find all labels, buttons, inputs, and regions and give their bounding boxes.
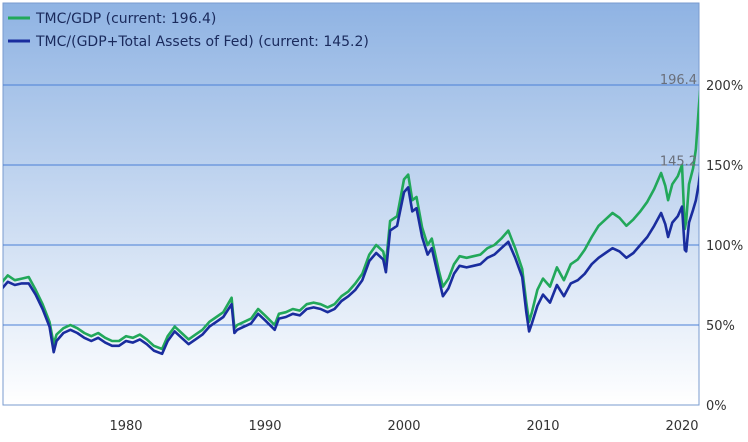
current-value-label: 196.4 [660, 73, 697, 88]
x-tick-label: 2010 [526, 419, 559, 434]
series-line-2 [3, 172, 699, 356]
x-tick-label: 1980 [109, 419, 142, 434]
x-tick-label: 2000 [387, 419, 420, 434]
gridlines [3, 84, 699, 326]
legend-label: TMC/GDP (current: 196.4) [35, 11, 216, 27]
x-tick-label: 1990 [248, 419, 281, 434]
current-value-label: 145.2 [660, 155, 697, 170]
legend: TMC/GDP (current: 196.4) TMC/(GDP+Total A… [8, 11, 369, 50]
annotations: 196.4 145.2 [660, 73, 697, 170]
series-line-1 [3, 90, 699, 351]
plot-background [2, 2, 700, 406]
legend-label: TMC/(GDP+Total Assets of Fed) (current: … [35, 34, 369, 50]
y-tick-labels: 0% 50% 100% 150% 200% [706, 79, 743, 414]
y-tick-label: 200% [706, 79, 743, 94]
y-tick-label: 0% [706, 399, 727, 414]
x-tick-label: 2020 [665, 419, 698, 434]
y-tick-label: 100% [706, 239, 743, 254]
y-tick-label: 50% [706, 319, 735, 334]
x-tick-labels: 1980 1990 2000 2010 2020 [109, 419, 698, 434]
series-lines [3, 90, 699, 356]
y-tick-label: 150% [706, 159, 743, 174]
